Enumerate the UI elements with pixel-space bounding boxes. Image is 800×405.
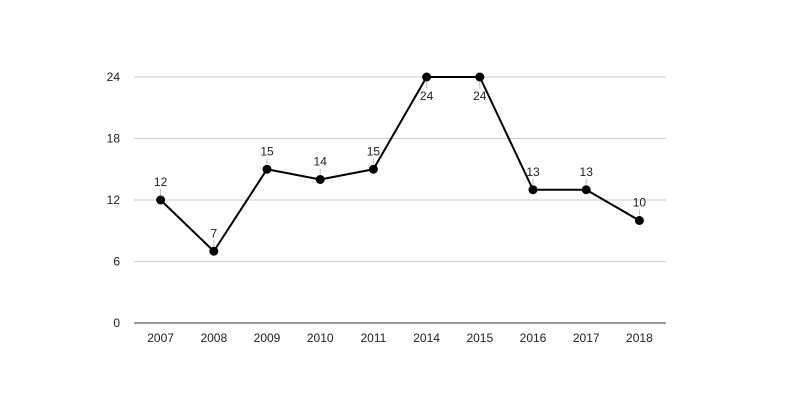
x-tick-label: 2008 xyxy=(200,331,227,345)
y-axis-tick-labels: 0 6 12 18 24 xyxy=(107,70,121,330)
data-label: 12 xyxy=(154,175,168,189)
x-axis-tick-labels: 2007 2008 2009 2010 2011 2014 2015 2016 2017 2018 xyxy=(147,331,653,345)
series-line xyxy=(156,72,644,256)
data-point xyxy=(634,216,644,225)
data-point xyxy=(156,195,166,205)
data-point xyxy=(422,72,432,82)
x-tick-label: 2015 xyxy=(466,331,493,345)
data-point xyxy=(209,246,219,256)
data-point xyxy=(368,164,378,174)
x-tick-label: 2018 xyxy=(626,331,653,345)
x-tick-label: 2010 xyxy=(307,331,334,345)
series-path xyxy=(159,76,640,253)
x-tick-label: 2016 xyxy=(520,331,547,345)
data-label: 15 xyxy=(260,144,274,158)
x-tick-label: 2009 xyxy=(254,331,281,345)
data-label: 13 xyxy=(580,165,594,179)
data-point xyxy=(262,164,272,174)
data-point xyxy=(581,185,591,195)
data-label: 13 xyxy=(526,165,540,179)
data-label: 7 xyxy=(210,226,217,240)
y-tick-label: 6 xyxy=(113,255,120,269)
gridlines xyxy=(134,76,666,262)
x-tick-label: 2017 xyxy=(573,331,600,345)
data-label: 15 xyxy=(367,144,381,158)
data-label: 24 xyxy=(473,89,487,103)
y-tick-label: 18 xyxy=(107,132,121,146)
data-point xyxy=(315,175,325,184)
x-tick-label: 2007 xyxy=(147,331,174,345)
data-point xyxy=(528,185,538,195)
data-labels: 12 7 15 14 15 24 24 13 13 10 xyxy=(154,82,647,247)
y-tick-label: 0 xyxy=(113,316,120,330)
x-tick-label: 2011 xyxy=(360,331,386,345)
data-label: 24 xyxy=(420,89,434,103)
y-tick-label: 12 xyxy=(107,193,121,207)
x-tick-label: 2014 xyxy=(413,331,440,345)
y-tick-label: 24 xyxy=(107,70,121,84)
data-point xyxy=(475,72,485,82)
data-label: 10 xyxy=(633,196,647,210)
data-label: 14 xyxy=(314,155,328,169)
